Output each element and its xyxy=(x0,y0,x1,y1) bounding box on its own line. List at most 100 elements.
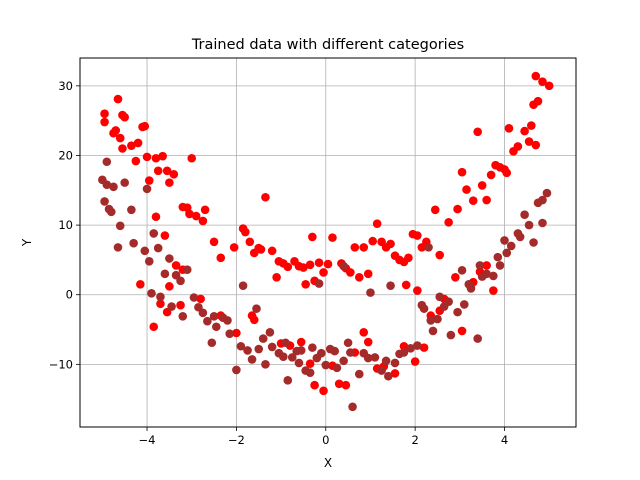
data-point xyxy=(209,312,219,321)
data-point xyxy=(316,348,326,358)
data-point xyxy=(165,254,174,263)
data-point xyxy=(283,262,293,272)
data-point xyxy=(417,300,427,310)
data-point xyxy=(473,127,482,137)
data-point xyxy=(151,153,161,163)
data-point xyxy=(446,330,456,340)
data-point xyxy=(413,341,422,350)
data-point xyxy=(502,248,512,258)
data-point xyxy=(482,195,491,205)
data-point xyxy=(354,273,364,282)
x-axis-label: X xyxy=(324,456,332,470)
data-point xyxy=(395,349,404,359)
data-point xyxy=(413,286,422,295)
data-point xyxy=(299,263,308,272)
data-point xyxy=(127,205,136,215)
y-tick-label: 20 xyxy=(58,148,73,162)
data-point xyxy=(158,151,167,161)
data-point xyxy=(243,346,252,355)
series-1 xyxy=(98,157,552,412)
data-point xyxy=(209,237,219,247)
data-point xyxy=(346,268,355,277)
data-point xyxy=(147,289,156,298)
data-point xyxy=(160,269,170,279)
data-point xyxy=(118,144,127,153)
data-point xyxy=(144,176,154,185)
y-tick-label: −10 xyxy=(49,357,73,371)
data-point xyxy=(489,271,498,281)
data-point xyxy=(520,126,529,136)
data-point xyxy=(529,238,538,247)
data-point xyxy=(156,299,165,309)
data-point xyxy=(538,77,547,86)
data-point xyxy=(482,261,491,270)
data-point xyxy=(435,292,445,302)
data-point xyxy=(100,197,109,206)
data-point xyxy=(142,184,152,194)
data-point xyxy=(544,81,554,91)
data-point xyxy=(368,236,377,246)
data-point xyxy=(459,300,469,309)
data-point xyxy=(245,237,255,247)
data-point xyxy=(339,356,348,366)
data-point xyxy=(256,245,266,254)
data-point xyxy=(372,219,382,229)
data-point xyxy=(200,205,210,215)
data-point xyxy=(319,268,328,277)
data-point xyxy=(272,273,281,282)
data-point xyxy=(533,96,543,106)
data-point xyxy=(261,192,270,202)
data-point xyxy=(538,195,547,205)
data-point xyxy=(238,281,248,290)
data-point xyxy=(366,288,375,297)
data-point xyxy=(457,266,467,275)
data-point xyxy=(207,338,217,348)
data-point xyxy=(102,180,112,190)
data-point xyxy=(493,252,503,262)
data-point xyxy=(187,153,197,163)
y-tick-label: 0 xyxy=(66,288,73,302)
plot-frame xyxy=(79,57,577,428)
data-point xyxy=(211,322,221,332)
data-point xyxy=(267,246,277,256)
data-point xyxy=(354,369,364,379)
x-tick-label: 0 xyxy=(322,433,329,447)
data-point xyxy=(308,343,317,352)
data-point xyxy=(330,346,340,356)
data-point xyxy=(531,140,541,150)
data-point xyxy=(453,307,462,317)
data-point xyxy=(198,308,208,318)
data-point xyxy=(252,304,261,313)
data-point xyxy=(413,231,422,240)
data-point xyxy=(482,269,491,279)
data-point xyxy=(120,112,129,122)
data-point xyxy=(109,182,118,192)
data-point xyxy=(287,353,297,362)
x-tick-label: 4 xyxy=(501,433,508,447)
data-point xyxy=(426,316,436,325)
data-point xyxy=(153,243,163,253)
y-tick-label: 10 xyxy=(58,218,73,232)
data-point xyxy=(136,279,145,289)
data-point xyxy=(229,243,239,252)
data-point xyxy=(363,269,373,279)
data-point xyxy=(406,344,415,353)
data-point xyxy=(477,181,487,190)
data-point xyxy=(106,207,116,217)
data-point xyxy=(305,260,315,270)
data-point xyxy=(473,334,482,343)
data-point xyxy=(247,311,257,320)
data-point xyxy=(457,167,467,177)
scatter-points xyxy=(98,71,554,412)
data-point xyxy=(140,246,150,256)
data-point xyxy=(258,334,268,343)
data-point xyxy=(305,368,315,377)
data-point xyxy=(444,297,453,306)
data-point xyxy=(433,314,442,324)
data-point xyxy=(332,363,342,373)
data-point xyxy=(115,221,125,231)
x-tick-label: −4 xyxy=(139,433,156,447)
data-point xyxy=(359,348,369,358)
data-point xyxy=(189,293,199,302)
data-point xyxy=(341,380,351,390)
